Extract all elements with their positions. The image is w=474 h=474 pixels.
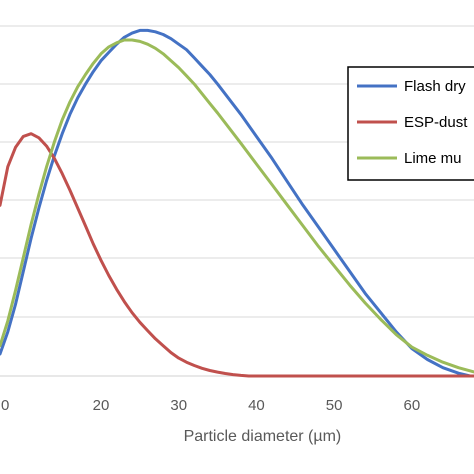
legend-label-1: ESP-dust <box>404 114 468 131</box>
legend-items: Flash dry ESP-dust Lime mu <box>357 78 468 167</box>
series-line-0 <box>0 28 472 378</box>
series-lines <box>0 28 474 378</box>
legend-label-0: Flash dry <box>404 78 466 95</box>
x-axis-title: Particle diameter (µm) <box>184 428 342 445</box>
series-line-2 <box>0 38 474 374</box>
x-tick-label-20: 20 <box>93 397 110 414</box>
x-tick-label-30: 30 <box>170 397 187 414</box>
x-tick-label-edge: 0 <box>1 397 9 414</box>
legend-label-2: Lime mu <box>404 150 462 167</box>
x-tick-label-50: 50 <box>326 397 343 414</box>
x-tick-label-40: 40 <box>248 397 265 414</box>
x-tick-label-60: 60 <box>403 397 420 414</box>
legend: Flash dry ESP-dust Lime mu <box>347 66 474 181</box>
x-tick-labels: 20 30 40 50 60 0 <box>1 397 420 414</box>
